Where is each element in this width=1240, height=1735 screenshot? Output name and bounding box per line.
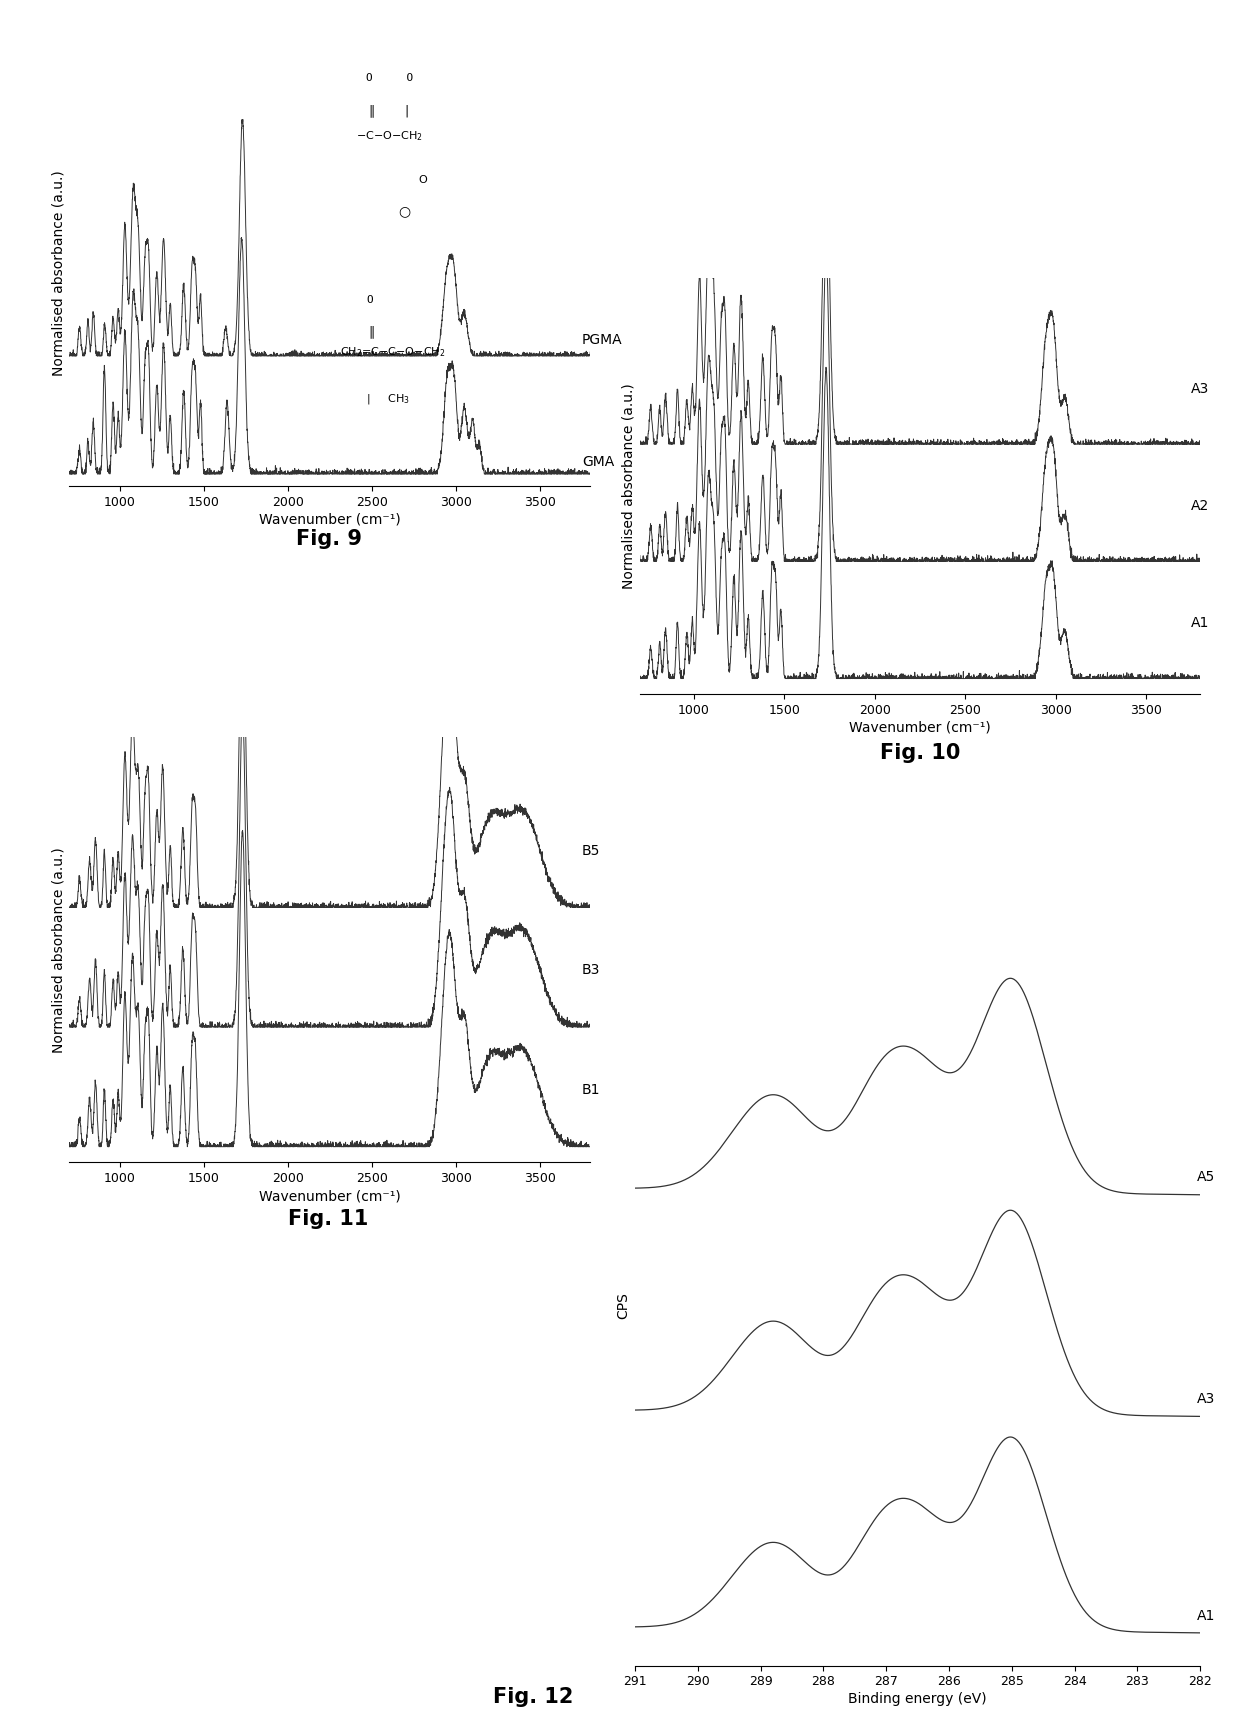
Text: GMA: GMA — [582, 455, 614, 468]
Text: $-$C$-$O$-$CH$_2\!\!\!$: $-$C$-$O$-$CH$_2\!\!\!$ — [356, 128, 423, 142]
X-axis label: Wavenumber (cm⁻¹): Wavenumber (cm⁻¹) — [259, 1188, 401, 1204]
Y-axis label: Normalised absorbance (a.u.): Normalised absorbance (a.u.) — [51, 847, 66, 1053]
X-axis label: Wavenumber (cm⁻¹): Wavenumber (cm⁻¹) — [259, 512, 401, 527]
Text: B1: B1 — [582, 1083, 600, 1097]
Text: A3: A3 — [1197, 1391, 1215, 1405]
Text: Fig. 12: Fig. 12 — [494, 1686, 573, 1707]
Text: O: O — [418, 175, 427, 186]
Text: A2: A2 — [1192, 500, 1209, 514]
Text: A1: A1 — [1192, 616, 1210, 630]
Text: O: O — [366, 295, 373, 305]
Text: Fig. 10: Fig. 10 — [880, 743, 960, 763]
X-axis label: Wavenumber (cm⁻¹): Wavenumber (cm⁻¹) — [849, 720, 991, 736]
Text: A3: A3 — [1192, 382, 1209, 396]
Text: B5: B5 — [582, 843, 600, 857]
Text: O     O: O O — [366, 73, 414, 83]
X-axis label: Binding energy (eV): Binding energy (eV) — [848, 1692, 987, 1707]
Text: B3: B3 — [582, 963, 600, 977]
Text: Fig. 11: Fig. 11 — [289, 1209, 368, 1230]
Text: Fig. 9: Fig. 9 — [295, 529, 362, 550]
Text: |     CH$_3$: | CH$_3$ — [366, 392, 410, 406]
Text: $\parallel$: $\parallel$ — [366, 324, 376, 340]
Text: A5: A5 — [1197, 1171, 1215, 1185]
Text: $\bigcirc$: $\bigcirc$ — [398, 205, 410, 220]
Text: $\parallel$       $|$: $\parallel$ $|$ — [366, 104, 410, 120]
Text: CH$_2$=C$-$C$-$O$-$CH$_2$: CH$_2$=C$-$C$-$O$-$CH$_2$ — [340, 345, 445, 359]
Y-axis label: Normalised absorbance (a.u.): Normalised absorbance (a.u.) — [51, 170, 66, 376]
Text: PGMA: PGMA — [582, 333, 622, 347]
Y-axis label: CPS: CPS — [616, 1293, 631, 1319]
Y-axis label: Normalised absorbance (a.u.): Normalised absorbance (a.u.) — [621, 383, 636, 588]
Text: A1: A1 — [1197, 1608, 1215, 1622]
